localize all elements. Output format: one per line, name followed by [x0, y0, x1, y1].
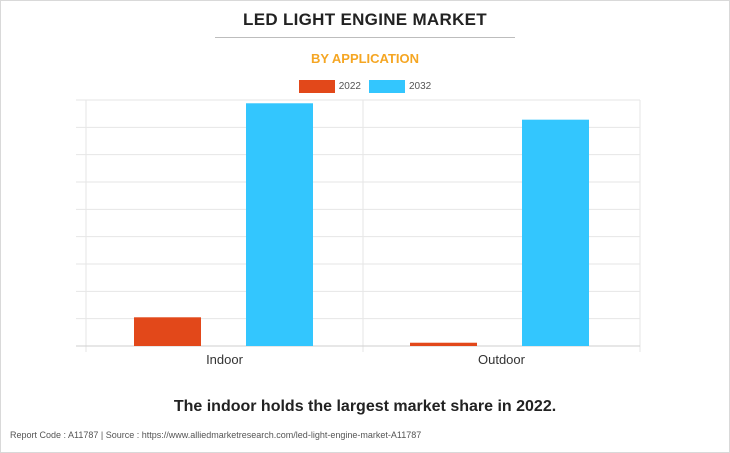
- legend-label-2022: 2022: [338, 81, 361, 92]
- source-line: Report Code : A11787 | Source : https://…: [10, 430, 422, 440]
- chart-footnote: The indoor holds the largest market shar…: [173, 398, 557, 415]
- chart-title: LED LIGHT ENGINE MARKET: [243, 10, 487, 29]
- x-tick-label-outdoor: Outdoor: [478, 352, 526, 367]
- legend-item-2022[interactable]: 2022: [298, 80, 361, 93]
- x-tick-label-indoor: Indoor: [206, 352, 244, 367]
- bar-chart: Indoor Outdoor: [76, 99, 641, 367]
- chart-subtitle: BY APPLICATION: [310, 51, 420, 66]
- legend-swatch-2032: [369, 80, 405, 93]
- legend-item-2032[interactable]: 2032: [369, 80, 431, 93]
- legend: 2022 2032: [0, 80, 730, 93]
- legend-label-2032: 2032: [409, 81, 432, 92]
- bar-2032-indoor: [246, 103, 313, 346]
- bar-2022-outdoor: [410, 342, 477, 346]
- bar-2022-indoor: [134, 317, 201, 346]
- title-divider: [215, 37, 515, 38]
- bar-2032-outdoor: [522, 119, 589, 347]
- legend-swatch-2022: [298, 80, 335, 93]
